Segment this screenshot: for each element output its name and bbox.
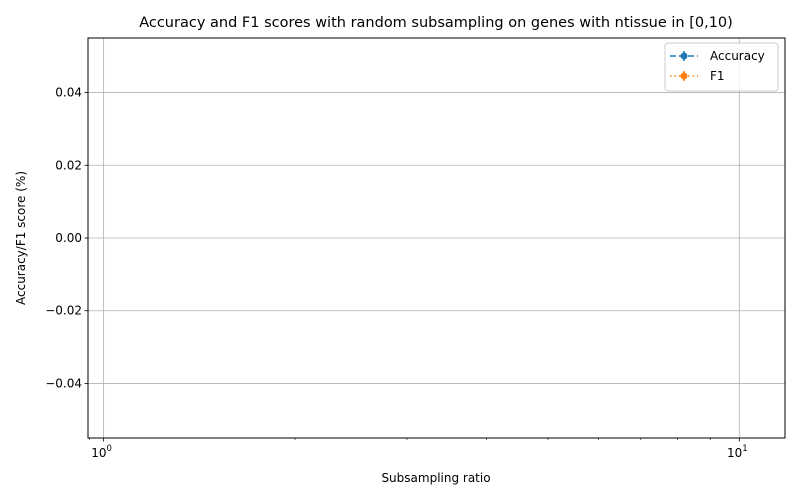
major-ticks <box>84 92 740 442</box>
legend-entry: F1 <box>670 69 725 83</box>
x-tick-label: 100 <box>91 444 112 460</box>
legend-entry: Accuracy <box>670 49 765 63</box>
x-tick-labels: 100 101 <box>91 444 747 460</box>
x-tick-label: 101 <box>727 444 748 460</box>
y-tick-label: 0.00 <box>55 231 82 245</box>
plot-frame <box>87 37 786 439</box>
x-axis-title: Subsampling ratio <box>381 471 490 485</box>
legend: Accuracy F1 <box>664 42 779 92</box>
y-tick-label: 0.02 <box>55 158 82 172</box>
y-tick-label: 0.04 <box>55 86 82 100</box>
chart-title: Accuracy and F1 scores with random subsa… <box>139 15 733 31</box>
legend-marker <box>680 52 688 60</box>
y-tick-labels: 0.04 0.02 0.00 −0.02 −0.04 <box>45 86 82 391</box>
y-tick-label: −0.02 <box>45 304 82 318</box>
y-tick-label: −0.04 <box>45 376 82 390</box>
legend-frame <box>664 42 779 92</box>
legend-label: Accuracy <box>710 49 765 63</box>
y-axis-title: Accuracy/F1 score (%) <box>14 171 28 305</box>
legend-label: F1 <box>710 69 725 83</box>
grid <box>88 38 785 438</box>
legend-marker <box>680 72 688 80</box>
